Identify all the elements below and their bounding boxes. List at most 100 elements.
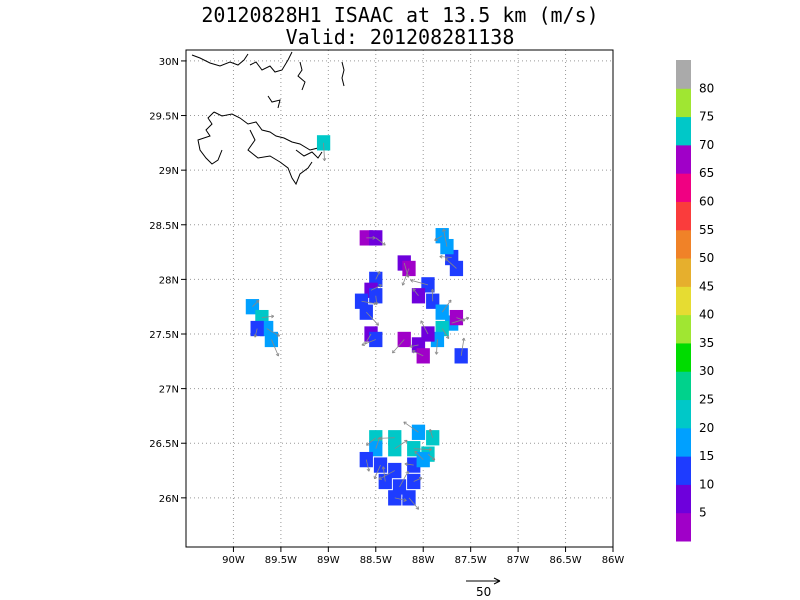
wind-vector-head <box>392 350 396 354</box>
lon-tick-label: 89W <box>317 555 340 566</box>
wind-vector-head <box>253 334 258 338</box>
wind-vector <box>394 497 407 501</box>
wind-vector <box>441 328 450 339</box>
wind-vector <box>404 463 414 466</box>
wind-vector-head <box>403 498 407 502</box>
wind-vector-head <box>461 337 466 341</box>
wind-vector-head <box>412 350 416 354</box>
wind-vector-head <box>465 316 470 321</box>
wind-vector <box>443 228 448 247</box>
wind-vector-head <box>420 320 424 324</box>
colorbar-swatch <box>676 456 691 485</box>
wind-vector <box>451 317 470 324</box>
lon-tick-label: 88.5W <box>360 555 392 566</box>
wind-vector <box>410 279 429 286</box>
wind-vector <box>378 470 395 480</box>
wind-vector-head <box>373 475 378 480</box>
wind-vector <box>412 288 419 297</box>
coastline <box>191 51 345 186</box>
wind-vector <box>456 317 466 322</box>
plot-area: 90W 89.5W 89W 88.5W 88W 87.5W 87W 86.5W 86W 30N 2… <box>149 49 624 566</box>
wind-vector <box>375 437 381 449</box>
colorbar-label: 20 <box>699 421 714 435</box>
colorbar-swatch <box>676 258 691 287</box>
wind-vector-head <box>382 242 386 246</box>
colorbar-swatch <box>676 60 691 89</box>
wind-vector-head <box>366 442 370 446</box>
colorbar-swatch <box>676 116 691 146</box>
wind-vector <box>365 459 370 472</box>
wind-vector <box>403 421 419 433</box>
reference-arrowhead <box>493 577 501 585</box>
colorbar-label: 35 <box>699 336 714 350</box>
colorbar-label: 10 <box>699 477 714 491</box>
reference-vector-label: 50 <box>476 585 491 599</box>
lon-tick-label: 89.5W <box>265 555 297 566</box>
colorbar-label: 75 <box>699 110 714 124</box>
wind-vector-head <box>374 301 379 305</box>
wind-vector <box>399 470 409 488</box>
wind-vector-head <box>366 468 371 472</box>
wind-vector <box>375 237 386 246</box>
colorbar-swatch <box>676 399 691 429</box>
wind-vector-head <box>409 344 413 349</box>
wind-vector-head <box>445 335 450 339</box>
colorbar-label: 70 <box>699 138 714 152</box>
map-title: 20120828H1 ISAAC at 13.5 km (m/s) <box>201 3 599 27</box>
wind-vector <box>429 429 434 438</box>
colorbar-swatch <box>676 286 691 316</box>
wind-vector <box>254 328 258 338</box>
wind-vector-head <box>404 439 408 444</box>
wind-vector <box>414 450 424 460</box>
wind-vector <box>409 344 419 348</box>
wind-vector-head <box>378 476 383 480</box>
wind-vector <box>403 262 409 278</box>
wind-vector <box>413 477 423 482</box>
wind-vector-head <box>428 428 433 433</box>
wind-vector-head <box>461 318 466 322</box>
wind-vector <box>382 466 386 482</box>
wind-vector-head <box>434 237 438 241</box>
wind-vector-head <box>430 289 435 293</box>
colorbar-swatch <box>676 484 691 514</box>
colorbar-label: 80 <box>699 81 714 95</box>
lon-tick-label: 87.5W <box>455 555 487 566</box>
colorbar-label: 55 <box>699 223 714 237</box>
colorbar-swatch <box>676 371 691 401</box>
wind-vector-head <box>403 421 407 425</box>
lat-tick-label: 27N <box>159 385 179 396</box>
wind-vector-head <box>401 282 406 286</box>
colorbar-swatch <box>676 229 691 259</box>
wind-vector <box>460 338 465 356</box>
wind-vector-head <box>377 437 381 441</box>
colorbar-label: 50 <box>699 251 714 265</box>
lon-tick-label: 88W <box>412 555 435 566</box>
wind-vector <box>413 448 432 451</box>
lat-tick-label: 30N <box>159 57 179 68</box>
colorbar-label: 25 <box>699 393 714 407</box>
lat-tick-label: 28N <box>159 275 179 286</box>
wind-vector <box>261 315 274 319</box>
wind-vector <box>402 268 410 286</box>
lat-tick-label: 28.5N <box>149 221 179 232</box>
wind-vector <box>370 284 382 291</box>
wind-vector-head <box>270 314 275 319</box>
colorbar-swatch <box>676 314 691 344</box>
wind-vector-head <box>412 288 416 292</box>
wind-vector-head <box>381 466 386 470</box>
wind-vector-head <box>448 299 452 304</box>
colorbar-swatch <box>676 427 691 457</box>
wind-vector-head <box>404 462 408 467</box>
colorbar: 5 10 15 20 25 30 35 40 45 50 55 60 65 70 75 80 <box>676 60 714 542</box>
wind-vector <box>364 333 372 345</box>
wind-vector-head <box>434 351 439 355</box>
latitude-axis: 30N 29.5N 29N 28.5N 28N 27.5N 27N 26.5N 26N <box>149 57 186 505</box>
wind-vector <box>375 295 378 305</box>
wind-vector-head <box>375 322 379 326</box>
wind-vector <box>361 300 377 305</box>
wind-vector <box>420 320 429 335</box>
wind-vector-head <box>275 353 280 357</box>
wind-vector <box>366 437 377 446</box>
wind-vector-head <box>428 447 432 452</box>
